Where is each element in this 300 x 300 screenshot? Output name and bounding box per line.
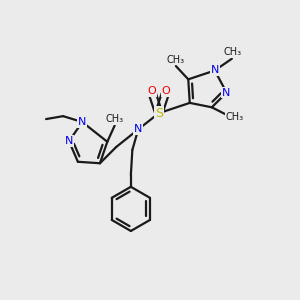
Text: CH₃: CH₃ xyxy=(224,47,242,57)
Text: O: O xyxy=(147,86,156,96)
Text: O: O xyxy=(162,86,171,96)
Text: S: S xyxy=(155,107,163,120)
Text: N: N xyxy=(211,65,219,76)
Text: CH₃: CH₃ xyxy=(225,112,244,122)
Text: N: N xyxy=(65,136,73,146)
Text: CH₃: CH₃ xyxy=(105,114,123,124)
Text: N: N xyxy=(78,117,86,127)
Text: N: N xyxy=(134,124,142,134)
Text: CH₃: CH₃ xyxy=(166,55,184,64)
Text: N: N xyxy=(222,88,231,98)
